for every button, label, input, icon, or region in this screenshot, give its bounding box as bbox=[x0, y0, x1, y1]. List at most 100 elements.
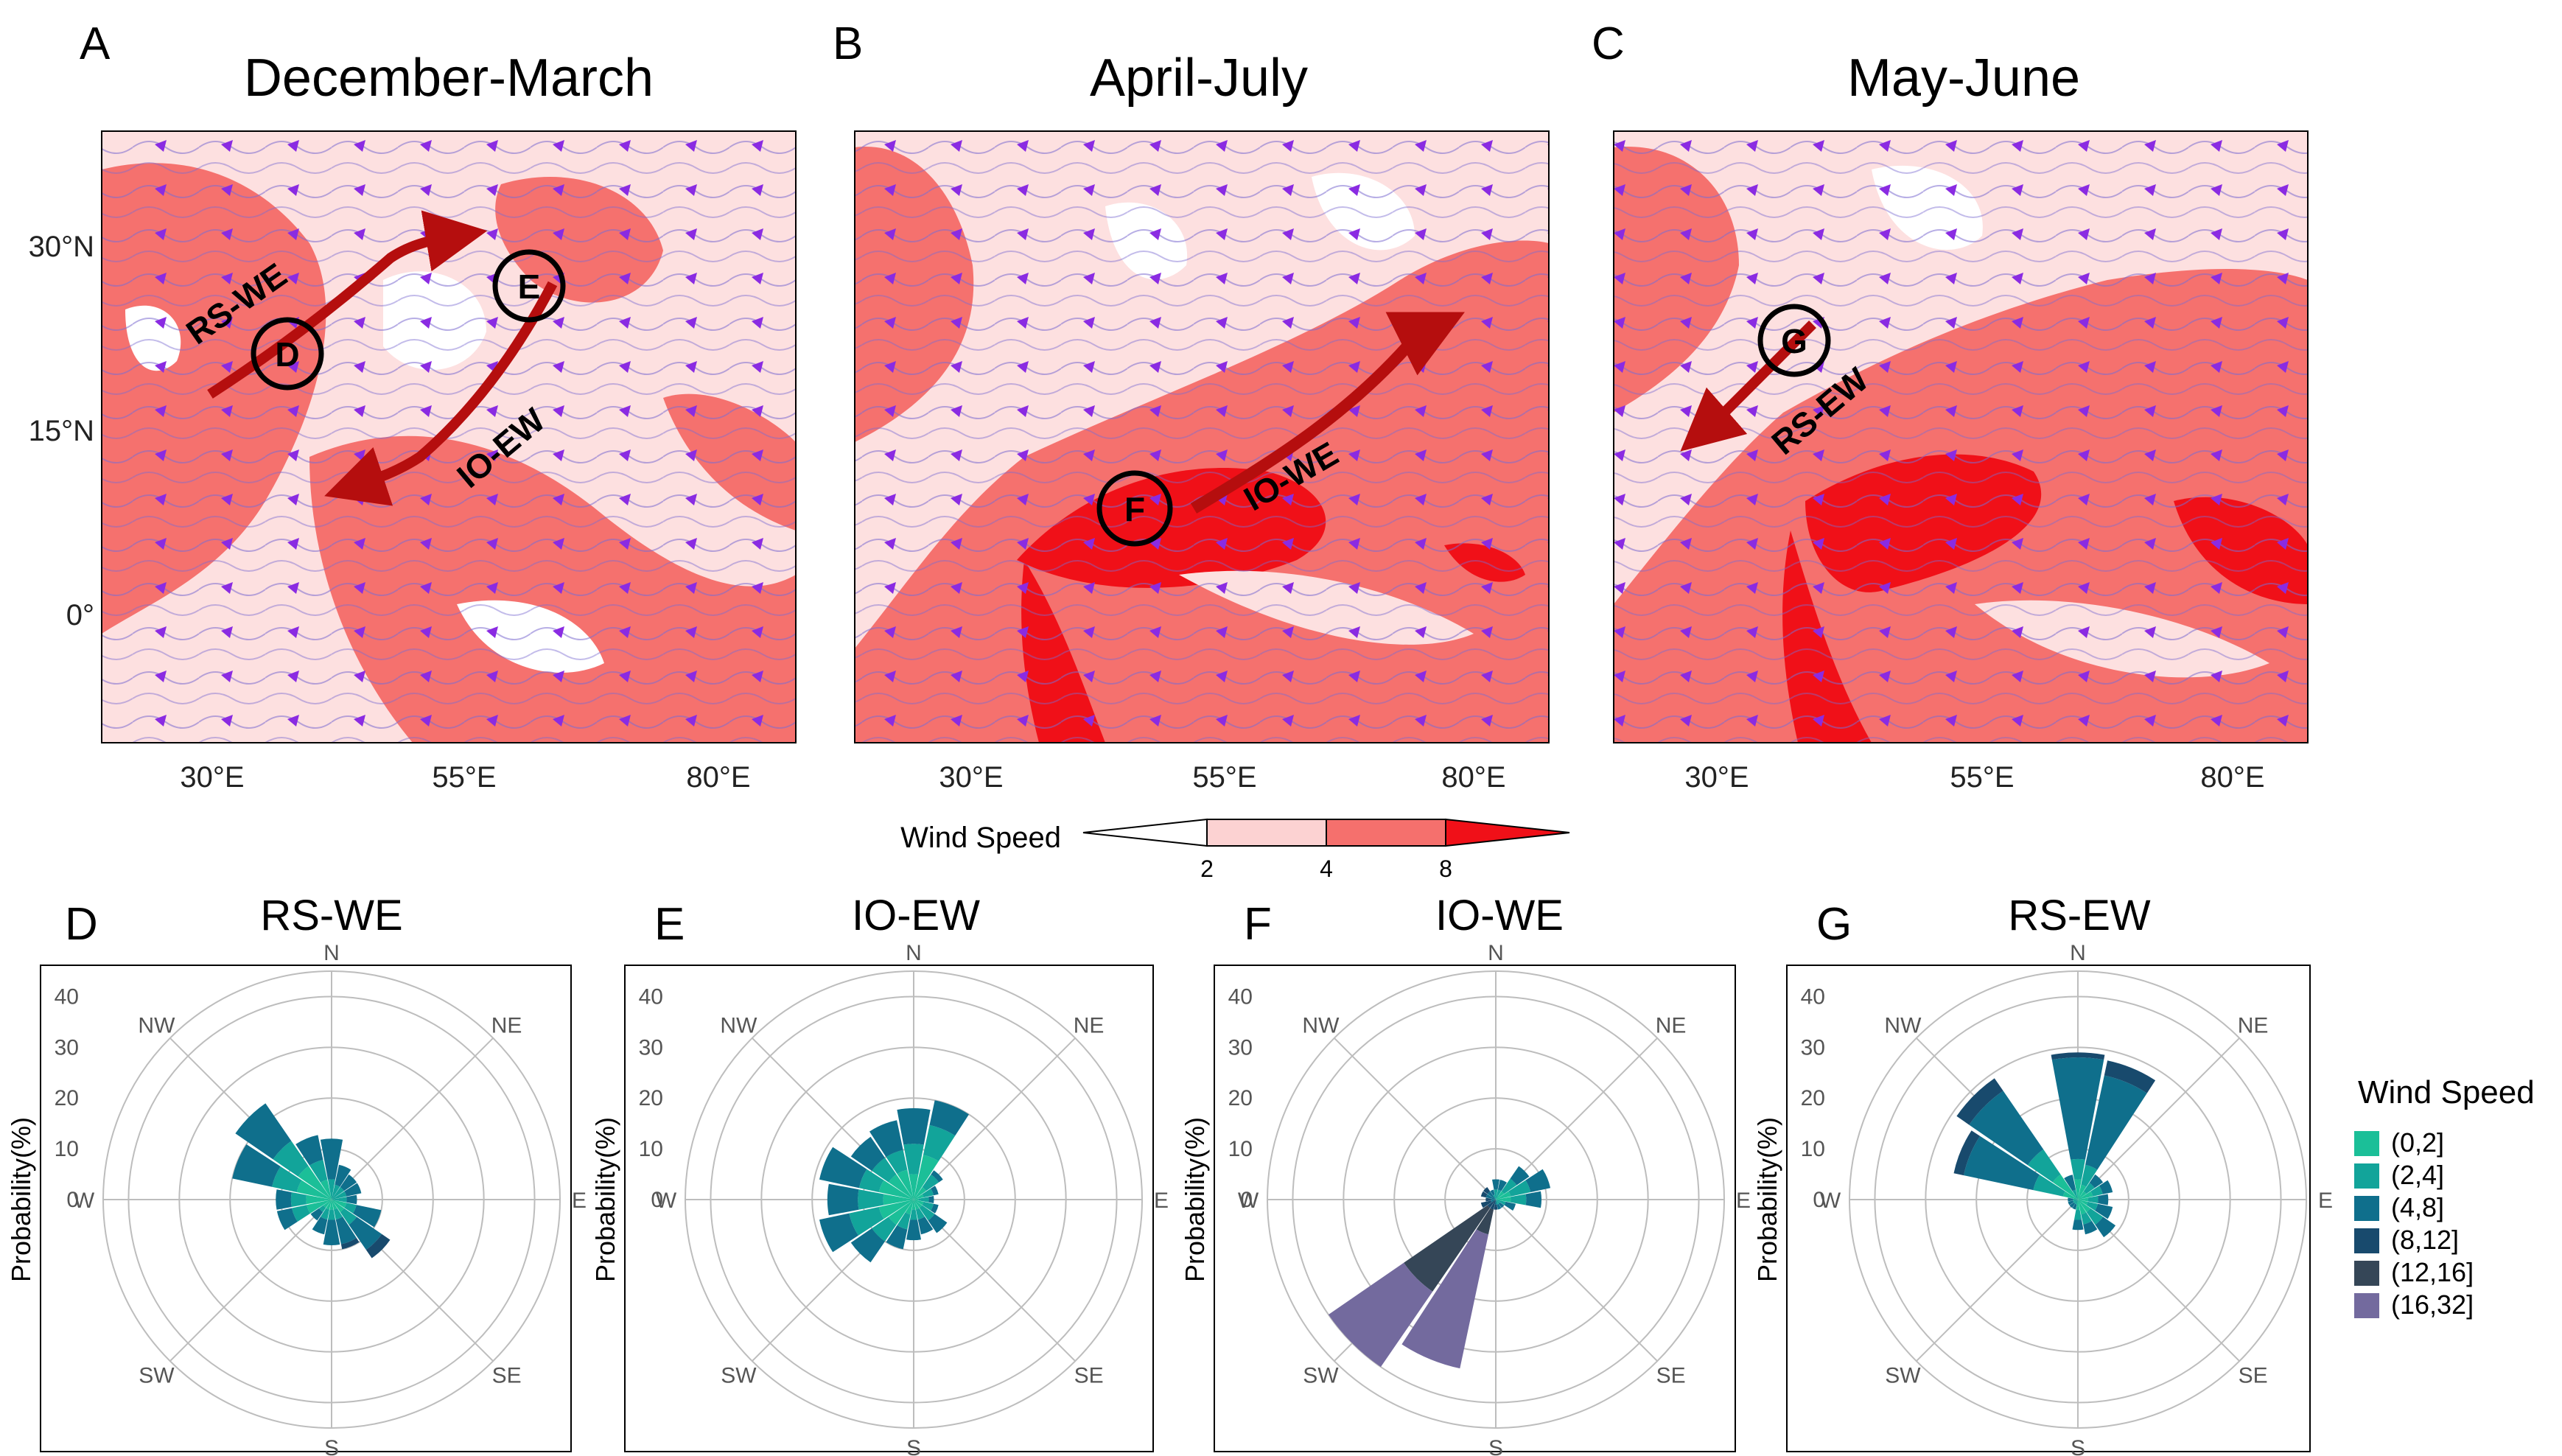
rose-bar-g-7-1 bbox=[2081, 1212, 2092, 1225]
x-tick-80e-b: 80°E bbox=[1441, 761, 1505, 794]
rose-bar-e-14-0 bbox=[888, 1174, 914, 1200]
legend-label-2: (4,8] bbox=[2391, 1192, 2444, 1222]
rose-bar-f-12-2 bbox=[1491, 1198, 1496, 1201]
rose-bar-d-13-1 bbox=[272, 1166, 302, 1192]
rose-bar-g-2-1 bbox=[2083, 1183, 2095, 1194]
rose-bar-f-13-3 bbox=[1480, 1191, 1488, 1198]
rose-frame-g bbox=[1786, 965, 2311, 1452]
legend-label-3: (8,12] bbox=[2391, 1225, 2459, 1255]
rose-bar-g-5-0 bbox=[2078, 1200, 2088, 1205]
rose-dir-f-se: SE bbox=[1656, 1364, 1686, 1388]
rose-bar-d-9-0 bbox=[326, 1200, 332, 1210]
rose-bar-d-10-1 bbox=[319, 1205, 326, 1212]
map-label-f: F bbox=[1124, 490, 1145, 528]
rose-dir-f-e: E bbox=[1736, 1189, 1751, 1213]
rose-spoke-f-7 bbox=[1334, 1037, 1497, 1200]
rose-dir-g-ne: NE bbox=[2238, 1013, 2269, 1037]
rose-bar-d-4-1 bbox=[332, 1197, 347, 1203]
rose-bar-e-9-1 bbox=[897, 1212, 911, 1230]
rose-bar-f-13-2 bbox=[1485, 1194, 1496, 1200]
legend-label-4: (12,16] bbox=[2391, 1257, 2474, 1287]
colorbar-seg-0 bbox=[1082, 818, 1208, 847]
rose-bar-f-14-2 bbox=[1487, 1191, 1496, 1200]
rose-rtick-f-2: 20 bbox=[1228, 1086, 1253, 1110]
rose-bar-e-2-1 bbox=[922, 1174, 939, 1191]
rose-bar-e-7-2 bbox=[917, 1217, 934, 1235]
rose-panel-g: G RS-EW 40 30 20 10 0 Probability(%) N NE E SE S SW… bbox=[1752, 892, 2333, 1456]
rose-bar-f-14-3 bbox=[1483, 1187, 1491, 1194]
rose-dir-e-ne: NE bbox=[1074, 1013, 1105, 1037]
x-tick-80e-c: 80°E bbox=[2200, 761, 2264, 794]
rose-bar-f-15-2 bbox=[1490, 1189, 1495, 1196]
x-tick-55e-a: 55°E bbox=[432, 761, 496, 794]
rose-bar-e-11-1 bbox=[849, 1207, 884, 1236]
rose-bar-g-4-2 bbox=[2098, 1194, 2109, 1205]
rose-bar-g-15-1 bbox=[2072, 1189, 2078, 1200]
rose-dir-e-sw: SW bbox=[721, 1364, 757, 1388]
legend-swatch-2 bbox=[2354, 1196, 2379, 1221]
panel-letter-a: A bbox=[80, 18, 111, 69]
rose-bar-e-10-0 bbox=[888, 1200, 914, 1225]
rose-rtick-g-2: 20 bbox=[1801, 1086, 1825, 1110]
rose-bar-g-14-1 bbox=[2027, 1149, 2061, 1183]
rose-bar-f-0-2 bbox=[1492, 1179, 1499, 1190]
legend-swatch-0 bbox=[2354, 1131, 2379, 1156]
rose-bar-e-7-0 bbox=[914, 1200, 920, 1210]
rose-bar-e-3-0 bbox=[914, 1194, 924, 1200]
rose-bar-e-0-1 bbox=[903, 1144, 924, 1175]
rose-bar-g-1-1 bbox=[2081, 1164, 2098, 1187]
rose-bar-e-15-1 bbox=[886, 1149, 908, 1175]
rose-bar-d-10-0 bbox=[323, 1200, 332, 1208]
rose-bar-f-9-5 bbox=[1401, 1229, 1488, 1369]
rose-bar-d-7-2 bbox=[335, 1217, 357, 1245]
rose-letter-d: D bbox=[65, 899, 98, 950]
rose-panel-d: D RS-WE 40 30 20 10 0 Probability(%) N NE E SE S SW… bbox=[6, 892, 587, 1456]
rose-bar-e-11-2 bbox=[819, 1213, 858, 1253]
rose-ylabel-f: Probability(%) bbox=[1180, 1117, 1210, 1282]
legend-swatch-4 bbox=[2354, 1261, 2379, 1286]
map-title-c: May-June bbox=[1847, 49, 2080, 108]
rose-rtick-d-4: 0 bbox=[66, 1188, 79, 1212]
rose-bar-d-5-2 bbox=[352, 1205, 382, 1228]
rose-bar-f-3-0 bbox=[1496, 1191, 1511, 1200]
rose-bar-d-1-2 bbox=[335, 1164, 351, 1187]
rose-bar-d-9-1 bbox=[321, 1208, 330, 1219]
legend-swatch-1 bbox=[2354, 1163, 2379, 1189]
colorbar-tick-2: 2 bbox=[1200, 855, 1214, 882]
rose-title-f: IO-WE bbox=[1435, 892, 1564, 939]
rose-bar-g-2-2 bbox=[2089, 1174, 2104, 1189]
rose-bar-e-2-0 bbox=[914, 1187, 926, 1200]
rose-bar-d-7-0 bbox=[332, 1200, 337, 1210]
rose-bar-f-3-1 bbox=[1508, 1180, 1531, 1197]
rose-bar-d-11-1 bbox=[292, 1205, 311, 1222]
rose-bar-g-5-2 bbox=[2095, 1203, 2113, 1219]
rose-dir-f-s: S bbox=[1488, 1436, 1503, 1456]
rose-bar-g-14-3 bbox=[1956, 1078, 2003, 1125]
rose-rtick-g-1: 30 bbox=[1801, 1035, 1825, 1060]
rose-bar-g-1-2 bbox=[2085, 1075, 2147, 1170]
rose-bar-g-13-2 bbox=[1964, 1135, 2040, 1191]
rose-bar-d-9-2 bbox=[312, 1217, 328, 1235]
rose-bar-d-5-1 bbox=[344, 1203, 357, 1214]
rose-bar-g-12-1 bbox=[2073, 1198, 2078, 1201]
rose-bar-f-4-2 bbox=[1525, 1191, 1542, 1208]
rose-bar-g-15-2 bbox=[2064, 1175, 2076, 1191]
rose-ylabel-e: Probability(%) bbox=[590, 1117, 620, 1282]
legend-title: Wind Speed bbox=[2358, 1074, 2535, 1110]
arrow-rs-ew-c bbox=[1680, 321, 1816, 452]
rose-dir-e-n: N bbox=[906, 941, 922, 965]
rose-bar-g-5-1 bbox=[2086, 1201, 2098, 1211]
rose-bar-e-9-0 bbox=[905, 1200, 914, 1215]
legend-swatch-3 bbox=[2354, 1228, 2379, 1253]
rose-bar-f-3-2 bbox=[1525, 1169, 1551, 1192]
rose-bar-g-11-1 bbox=[2073, 1200, 2078, 1203]
rose-dir-f-w: W bbox=[1238, 1189, 1259, 1213]
rose-bar-g-13-1 bbox=[2033, 1175, 2065, 1197]
rose-dir-d-se: SE bbox=[492, 1364, 522, 1388]
rose-dir-g-se: SE bbox=[2239, 1364, 2268, 1388]
rose-bar-g-11-2 bbox=[2068, 1200, 2074, 1205]
rose-rtick-g-3: 10 bbox=[1801, 1137, 1825, 1161]
rose-bar-e-1-0 bbox=[914, 1155, 939, 1200]
circle-g bbox=[1757, 304, 1831, 377]
rose-spoke-d-1 bbox=[331, 1037, 494, 1200]
